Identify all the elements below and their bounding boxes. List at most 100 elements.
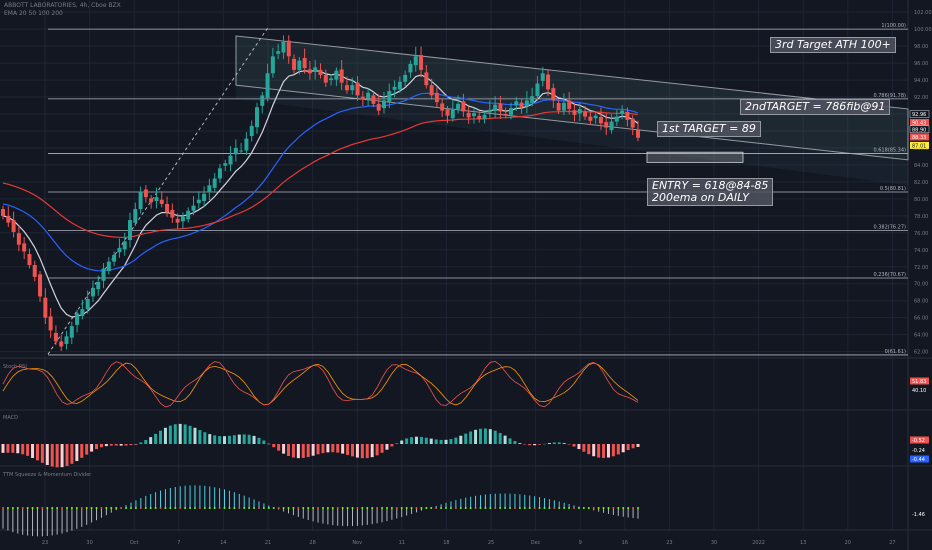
indicator-tag-bg xyxy=(910,446,929,454)
macd-hist-bar xyxy=(557,442,561,444)
candle-body xyxy=(424,72,429,86)
squeeze-dot xyxy=(169,507,172,509)
squeeze-dot xyxy=(410,507,413,509)
squeeze-dot xyxy=(612,507,615,509)
time-axis-label: 16 xyxy=(622,540,628,546)
candle-body xyxy=(556,102,561,111)
candle-body xyxy=(339,69,344,83)
target2-label[interactable]: 2ndTARGET = 786fib@91 xyxy=(740,99,891,115)
macd-hist-bar xyxy=(478,428,482,444)
price-tag-text: 87.01 xyxy=(912,143,926,149)
candle-body xyxy=(535,83,540,97)
squeeze-dot xyxy=(577,507,580,509)
macd-hist-bar xyxy=(183,424,187,444)
candle-body xyxy=(217,168,222,179)
candle-body xyxy=(561,102,566,111)
macd-hist-bar xyxy=(90,444,94,452)
candle-body xyxy=(96,282,101,290)
stoch-rsi-title: Stoch RSI xyxy=(3,364,27,370)
squeeze-dot xyxy=(573,507,576,509)
candle-body xyxy=(509,108,513,115)
candle-body xyxy=(382,100,386,109)
macd-hist-bar xyxy=(567,444,571,445)
macd-hist-bar xyxy=(45,444,49,465)
time-axis-label: 28 xyxy=(309,540,315,546)
macd-hist-bar xyxy=(282,444,286,454)
candle-body xyxy=(297,60,302,70)
time-axis-label: Nov xyxy=(352,540,362,546)
macd-hist-bar xyxy=(11,444,15,453)
candle-body xyxy=(80,309,85,316)
macd-hist-bar xyxy=(95,444,99,450)
entry-label[interactable]: ENTRY = 618@84-85 200ema on DAILY xyxy=(647,178,774,206)
macd-hist-bar xyxy=(631,444,635,449)
squeeze-dot xyxy=(297,507,300,509)
indicator-tag-bg xyxy=(910,510,929,518)
squeeze-dot xyxy=(499,507,502,509)
squeeze-dot xyxy=(459,507,462,509)
candle-body xyxy=(408,63,413,73)
candle-body xyxy=(186,210,191,220)
target1-label[interactable]: 1st TARGET = 89 xyxy=(657,121,761,137)
macd-hist-bar xyxy=(1,444,5,453)
indicator-tag-text: -0.44 xyxy=(912,457,925,463)
macd-hist-bar xyxy=(336,444,340,453)
indicator-tag-bg xyxy=(910,386,929,394)
squeeze-dot xyxy=(120,507,123,509)
macd-hist-bar xyxy=(375,444,379,456)
candle-body xyxy=(16,233,21,245)
macd-hist-bar xyxy=(218,436,222,444)
squeeze-dot xyxy=(174,507,177,509)
macd-hist-bar xyxy=(577,444,581,450)
price-axis-label: 100.00 xyxy=(914,27,932,33)
price-tag-bg xyxy=(909,125,930,134)
squeeze-dot xyxy=(632,507,635,509)
squeeze-dot xyxy=(489,507,492,509)
macd-hist-bar xyxy=(154,433,158,444)
squeeze-dot xyxy=(341,507,344,509)
price-axis-label: 82.00 xyxy=(914,180,928,186)
time-axis-label: 30 xyxy=(711,540,717,546)
candle-body xyxy=(567,100,572,109)
candle-body xyxy=(175,218,180,223)
macd-hist-bar xyxy=(287,444,291,457)
price-axis-label: 98.00 xyxy=(914,44,928,50)
squeeze-dot xyxy=(228,507,231,509)
squeeze-dot xyxy=(548,507,551,509)
squeeze-dot xyxy=(617,507,620,509)
time-axis-label: 13 xyxy=(800,540,806,546)
candle-body xyxy=(609,121,614,131)
candle-body xyxy=(138,192,143,210)
macd-hist-bar xyxy=(40,444,44,463)
candle-body xyxy=(286,40,291,57)
candle-body xyxy=(630,118,635,128)
candle-body xyxy=(593,115,598,119)
macd-hist-bar xyxy=(444,439,448,444)
squeeze-dot xyxy=(110,507,113,509)
macd-hist-bar xyxy=(109,444,113,446)
indicator-tag-text: 40.10 xyxy=(912,388,926,394)
macd-hist-bar xyxy=(454,437,458,444)
ma-header: EMA 20 50 100 200 xyxy=(4,10,63,17)
squeeze-dot xyxy=(533,507,536,509)
macd-hist-bar xyxy=(144,440,148,444)
squeeze-dot xyxy=(513,507,516,509)
target3-label[interactable]: 3rd Target ATH 100+ xyxy=(770,37,896,53)
macd-hist-bar xyxy=(385,444,389,450)
price-tag-text: 92.96 xyxy=(912,112,926,118)
candle-body xyxy=(456,103,461,109)
macd-hist-bar xyxy=(434,439,438,444)
price-tag-text: 88.90 xyxy=(912,127,926,133)
candle-body xyxy=(371,95,376,104)
squeeze-dot xyxy=(568,507,571,509)
squeeze-dot xyxy=(582,507,585,509)
squeeze-dot xyxy=(144,507,147,509)
macd-hist-bar xyxy=(419,436,423,444)
macd-hist-bar xyxy=(459,435,463,444)
time-axis[interactable]: 23 30 Oct 7 14 21 28 Nov 11 18 25 Dec 9 16 23 30 2022 13 2… xyxy=(42,540,932,546)
squeeze-dot xyxy=(179,507,182,509)
price-axis-label: 68.00 xyxy=(914,299,928,305)
candle-body xyxy=(376,103,381,111)
price-axis-label: 62.00 xyxy=(914,350,928,356)
